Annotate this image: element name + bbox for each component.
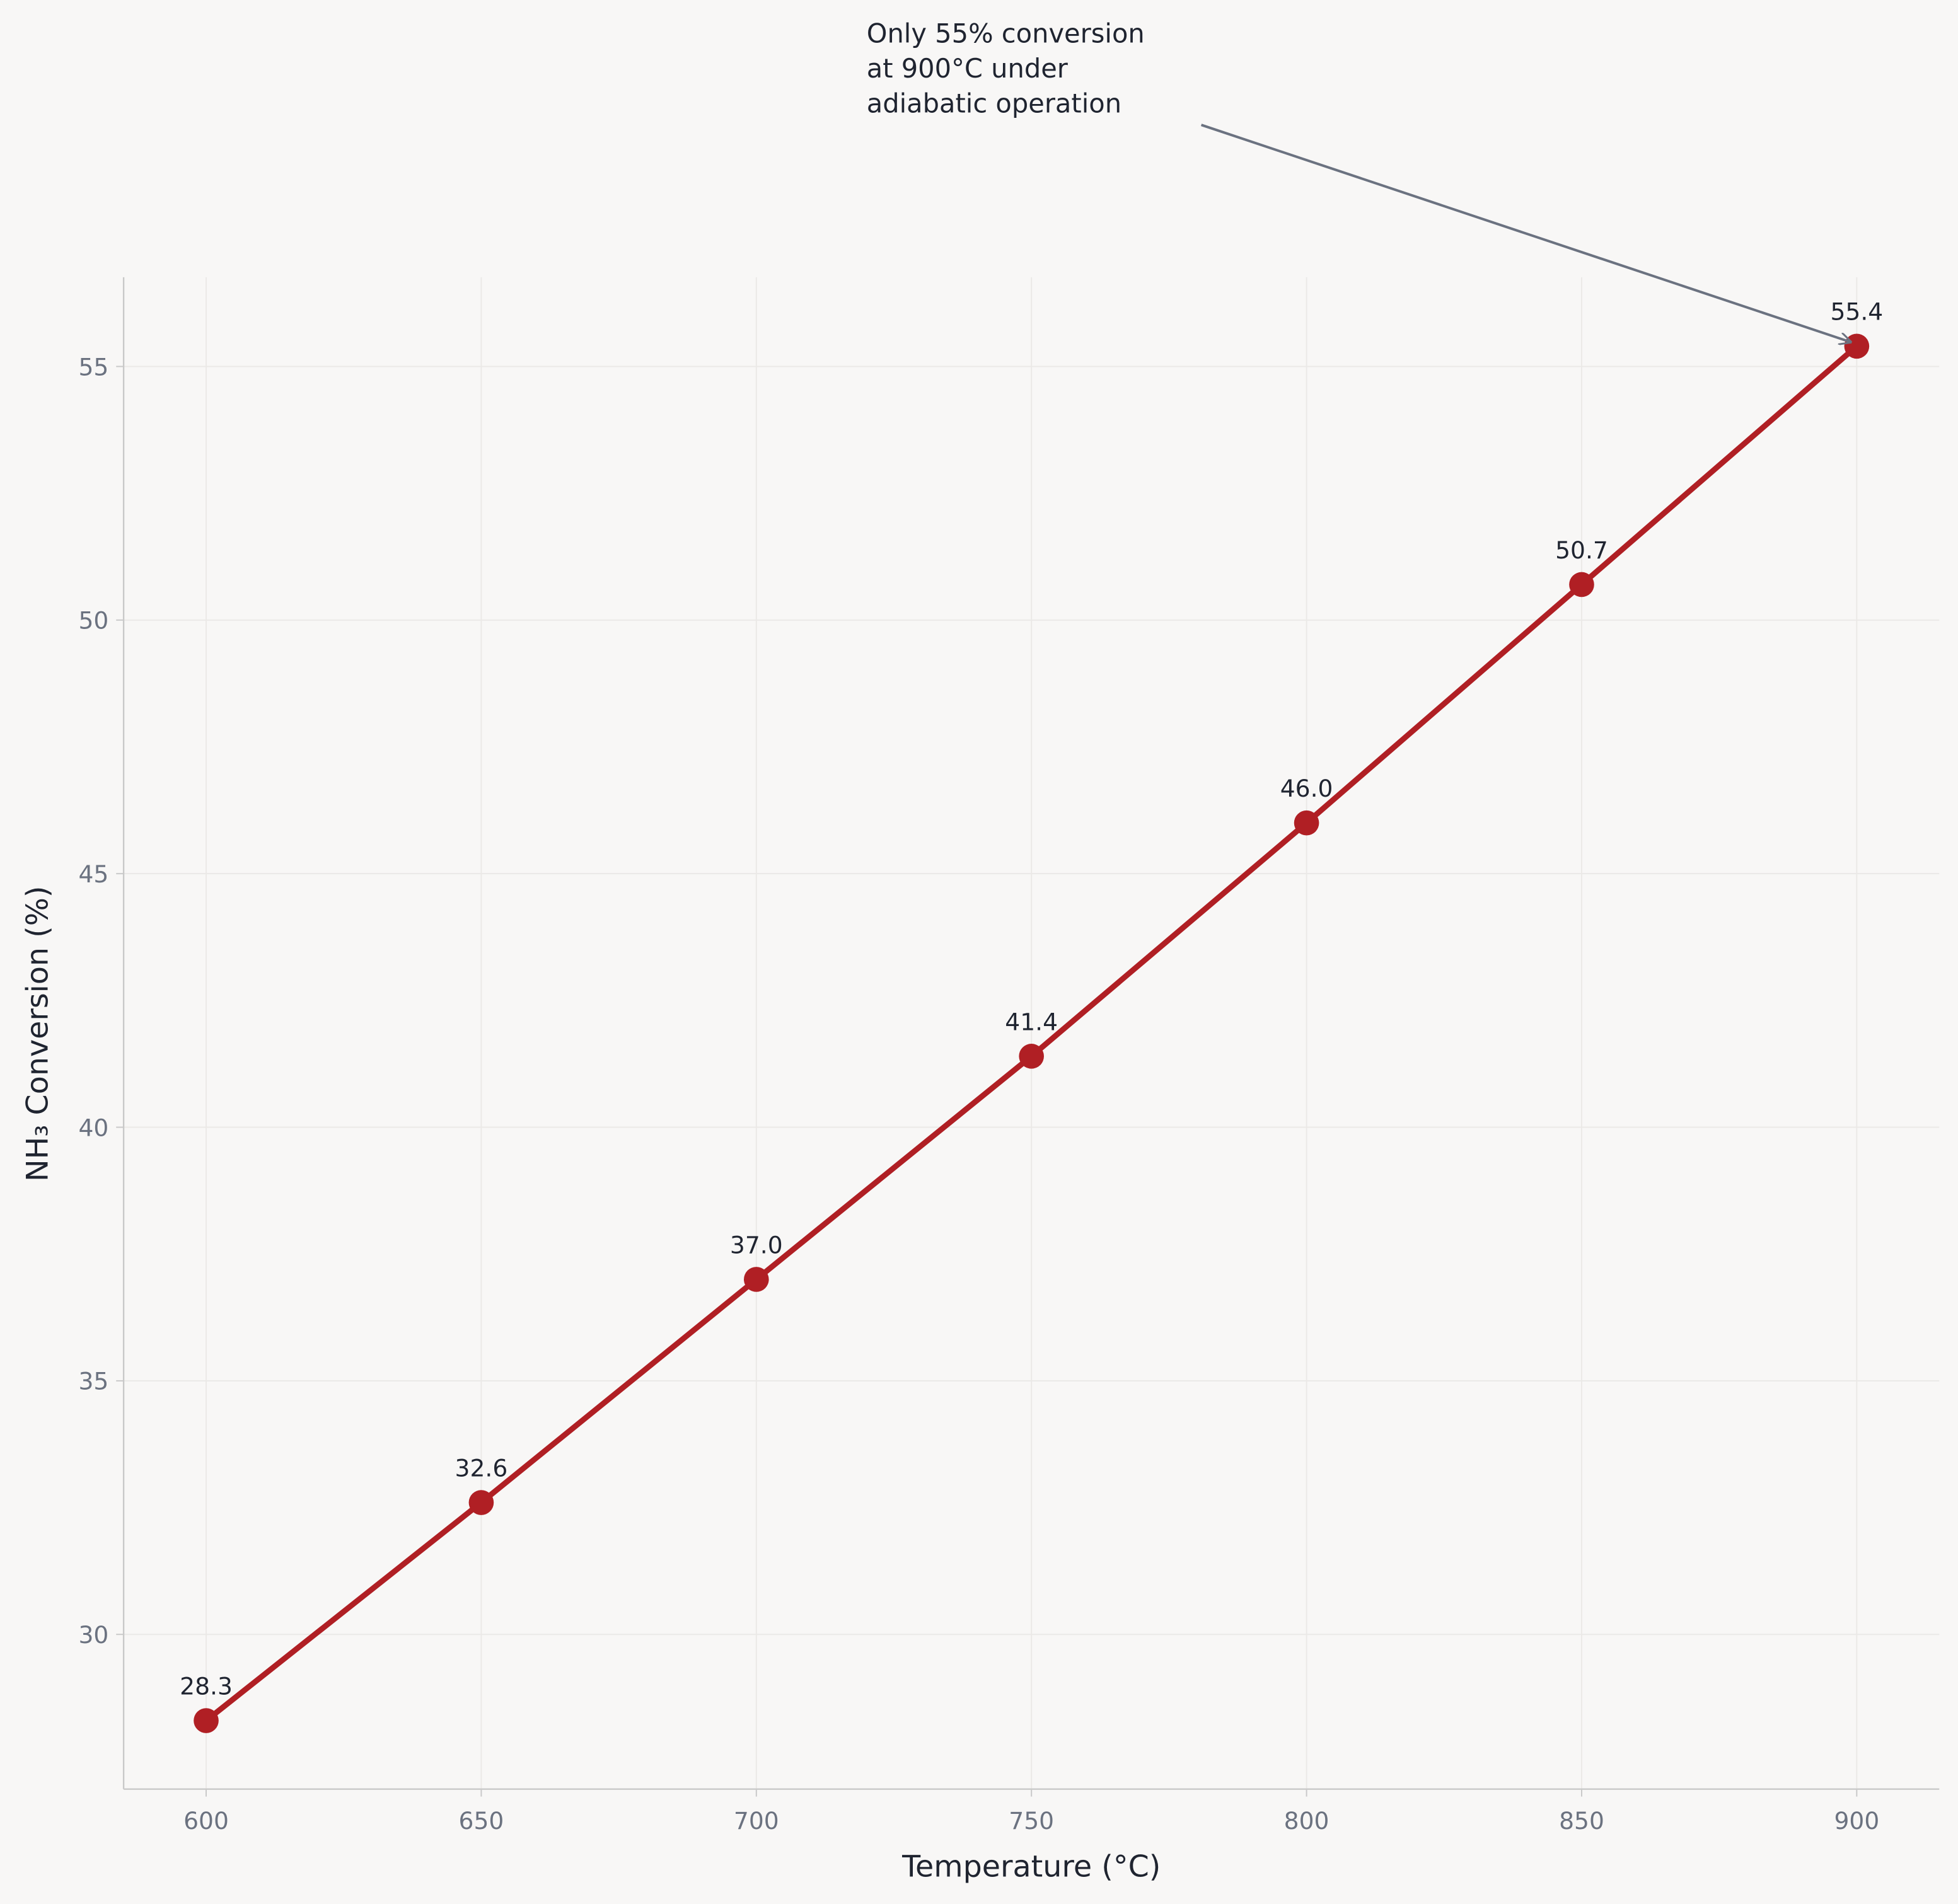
data-point — [1019, 1044, 1045, 1069]
y-tick-label: 35 — [78, 1368, 108, 1395]
y-tick-label: 30 — [78, 1621, 108, 1649]
annotation-text: Only 55% conversion — [867, 18, 1145, 49]
annotation-arrow — [1200, 124, 1852, 342]
x-tick-label: 800 — [1284, 1807, 1329, 1835]
x-tick-label: 600 — [183, 1807, 229, 1835]
annotation-text: at 900°C under — [867, 53, 1069, 84]
value-label: 55.4 — [1830, 298, 1883, 326]
data-point — [1569, 572, 1594, 597]
data-point — [743, 1267, 769, 1292]
value-label: 28.3 — [180, 1672, 233, 1700]
x-tick-label: 750 — [1009, 1807, 1054, 1835]
y-axis-label: NH₃ Conversion (%) — [20, 886, 55, 1182]
data-point — [468, 1490, 494, 1515]
value-label: 46.0 — [1280, 775, 1333, 802]
x-axis-label: Temperature (°C) — [901, 1849, 1161, 1884]
y-tick-label: 50 — [78, 607, 108, 635]
annotation-text: adiabatic operation — [867, 88, 1121, 118]
value-label: 50.7 — [1555, 536, 1608, 564]
data-point — [1294, 810, 1319, 836]
x-tick-label: 900 — [1834, 1807, 1879, 1835]
data-point — [194, 1708, 219, 1733]
value-label: 32.6 — [455, 1454, 508, 1482]
x-tick-label: 700 — [734, 1807, 779, 1835]
y-tick-label: 40 — [78, 1114, 108, 1141]
value-label: 37.0 — [730, 1231, 783, 1259]
y-tick-label: 55 — [78, 353, 108, 381]
x-tick-label: 850 — [1559, 1807, 1604, 1835]
x-tick-label: 650 — [459, 1807, 504, 1835]
y-tick-label: 45 — [78, 860, 108, 888]
value-label: 41.4 — [1005, 1008, 1058, 1036]
data-point — [1844, 333, 1870, 359]
